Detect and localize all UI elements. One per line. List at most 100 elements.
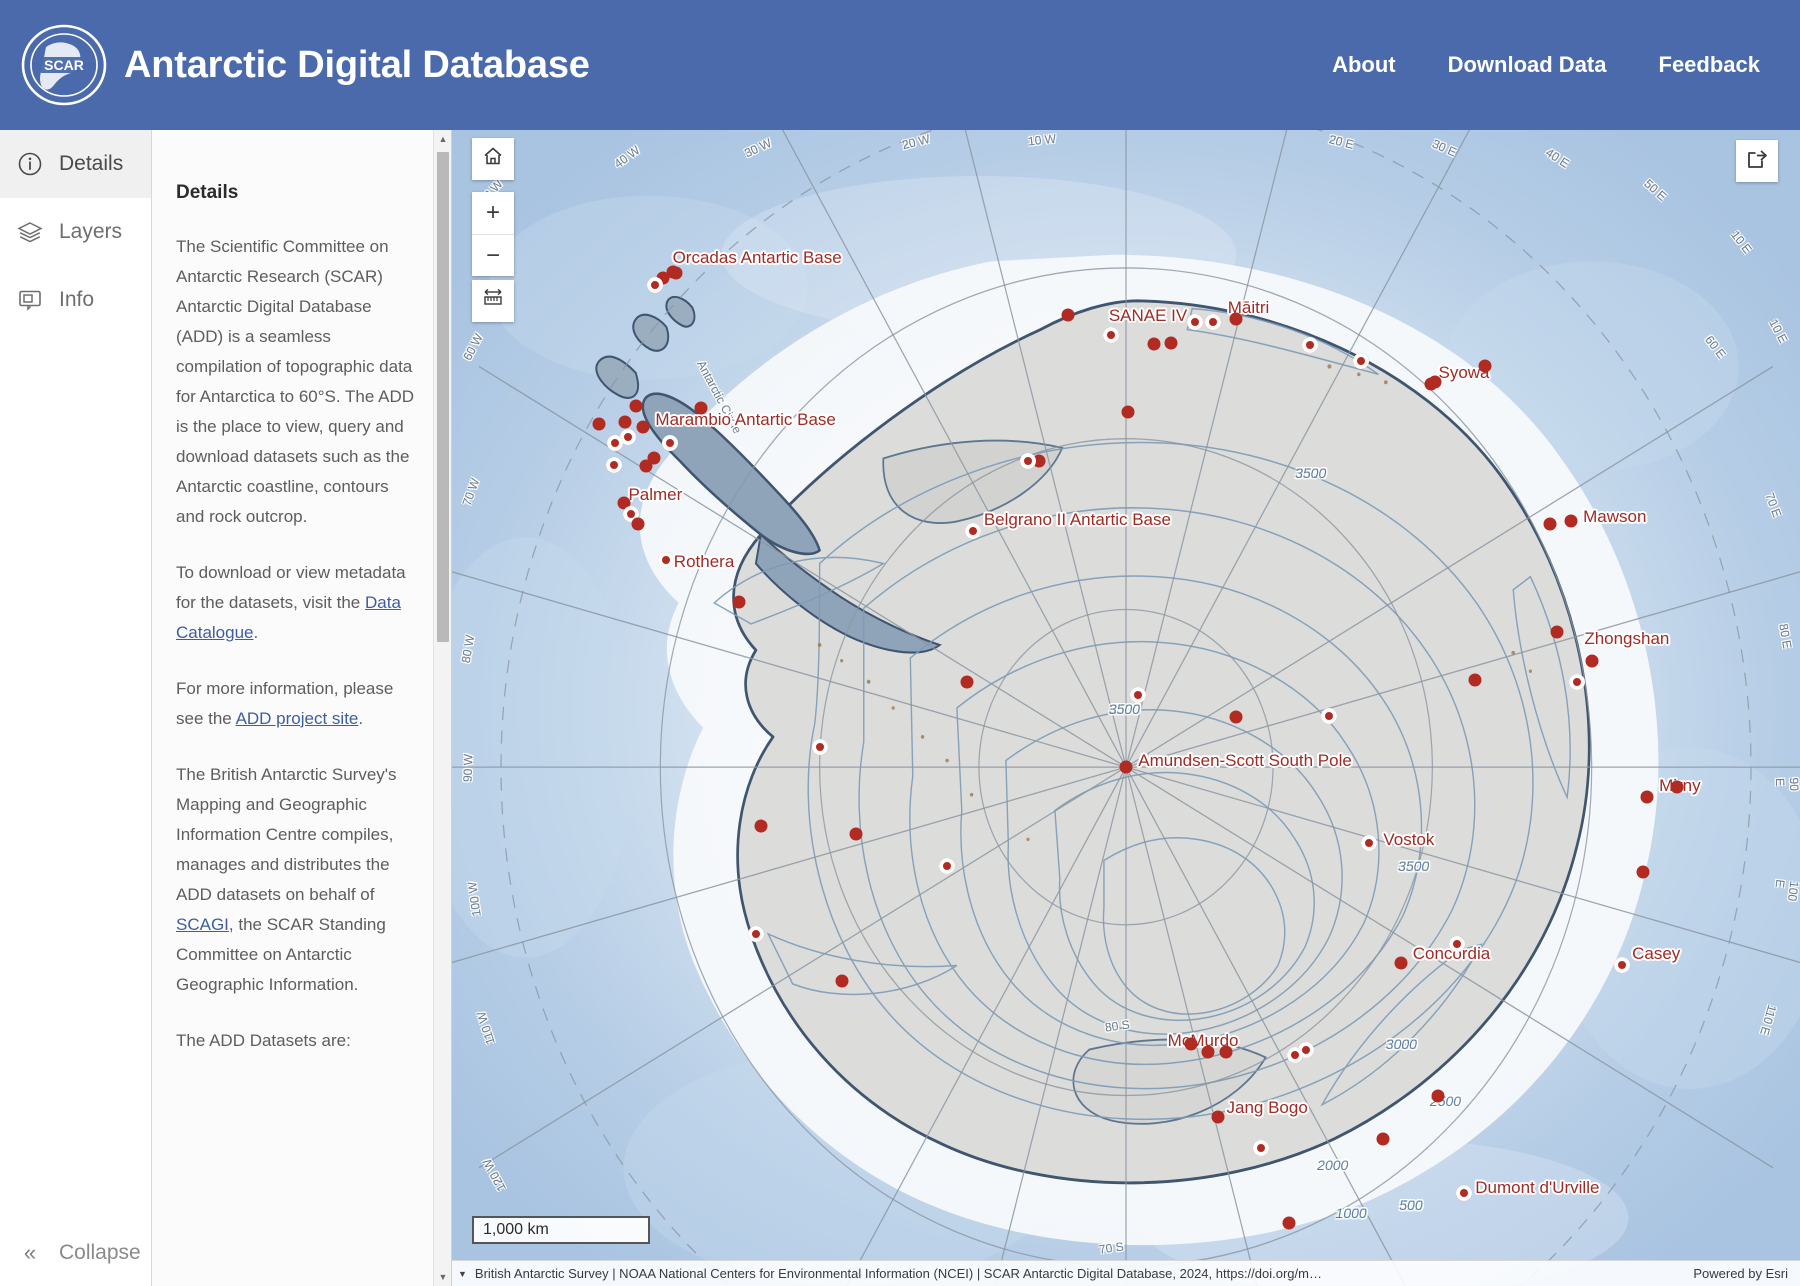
station-marker[interactable] xyxy=(747,925,764,942)
zoom-out-button[interactable]: − xyxy=(472,234,514,276)
station-marker[interactable] xyxy=(1287,1046,1304,1063)
sidebar-item-info-label: Info xyxy=(59,288,95,311)
station-marker[interactable] xyxy=(1061,308,1075,322)
share-button[interactable] xyxy=(1736,140,1778,182)
scroll-up-arrow-icon[interactable]: ▲ xyxy=(438,134,448,144)
station-marker[interactable] xyxy=(1205,313,1221,330)
station-marker[interactable] xyxy=(1614,957,1631,974)
scagi-link[interactable]: SCAGI xyxy=(176,915,229,934)
add-project-site-link[interactable]: ADD project site xyxy=(235,709,359,728)
sidebar-item-info[interactable]: Info xyxy=(0,266,151,334)
details-paragraph-1: The Scientific Committee on Antarctic Re… xyxy=(176,237,414,526)
scroll-down-arrow-icon[interactable]: ▼ xyxy=(438,1272,448,1282)
home-button[interactable] xyxy=(472,138,514,180)
measure-button[interactable] xyxy=(472,280,514,322)
station-marker[interactable] xyxy=(1119,760,1133,774)
station-marker[interactable] xyxy=(1032,454,1046,468)
nav-link-feedback[interactable]: Feedback xyxy=(1658,52,1761,77)
station-marker[interactable] xyxy=(636,420,650,434)
station-marker[interactable] xyxy=(1550,625,1564,639)
station-marker[interactable] xyxy=(1186,313,1203,330)
station-marker[interactable] xyxy=(1428,375,1442,389)
scrollbar-thumb[interactable] xyxy=(437,152,449,642)
station-marker[interactable] xyxy=(1431,1089,1445,1103)
station-marker[interactable] xyxy=(1585,654,1599,668)
sidebar-item-details[interactable]: Details xyxy=(0,130,151,198)
station-marker[interactable] xyxy=(1376,1132,1390,1146)
station-marker[interactable] xyxy=(1184,1037,1198,1051)
station-marker[interactable] xyxy=(1201,1045,1215,1059)
nav-link-download-data[interactable]: Download Data xyxy=(1447,52,1607,77)
station-marker[interactable] xyxy=(964,522,981,539)
map-measure-control[interactable] xyxy=(472,280,514,322)
station-marker[interactable] xyxy=(754,819,768,833)
map-scale-bar: 1,000 km xyxy=(472,1216,650,1244)
sidebar-item-layers[interactable]: Layers xyxy=(0,198,151,266)
station-marker[interactable] xyxy=(1130,686,1147,703)
station-marker[interactable] xyxy=(1640,790,1654,804)
station-marker[interactable] xyxy=(1360,835,1377,852)
station-marker[interactable] xyxy=(618,415,632,429)
station-marker[interactable] xyxy=(1103,326,1120,343)
station-marker[interactable] xyxy=(732,595,746,609)
station-marker[interactable] xyxy=(1568,673,1585,690)
station-marker[interactable] xyxy=(1282,1216,1296,1230)
station-marker[interactable] xyxy=(1211,1110,1225,1124)
home-button-box xyxy=(472,138,514,180)
station-marker[interactable] xyxy=(835,974,849,988)
sidebar-item-details-label: Details xyxy=(59,152,124,175)
station-marker[interactable] xyxy=(666,265,680,279)
station-marker[interactable] xyxy=(1164,336,1178,350)
zoom-in-button[interactable]: + xyxy=(485,199,500,226)
station-marker[interactable] xyxy=(606,434,623,451)
station-marker[interactable] xyxy=(620,429,637,446)
station-marker[interactable] xyxy=(1321,707,1338,724)
station-marker[interactable] xyxy=(1353,353,1370,370)
station-marker[interactable] xyxy=(1147,337,1161,351)
map-home-control[interactable] xyxy=(472,138,514,180)
map-zoom-controls[interactable]: + − xyxy=(472,192,514,276)
station-marker[interactable] xyxy=(1301,337,1318,354)
sidebar-item-layers-label: Layers xyxy=(59,220,123,243)
station-marker[interactable] xyxy=(1229,312,1243,326)
station-marker[interactable] xyxy=(647,277,664,293)
details-p4-suffix: , the SCAR Standing Committee on Antarct… xyxy=(176,915,386,994)
station-marker[interactable] xyxy=(1564,514,1578,528)
station-marker[interactable] xyxy=(811,739,828,756)
details-panel-scrollbar[interactable]: ▲ ▼ xyxy=(433,130,451,1286)
chevron-double-left-icon: « xyxy=(23,1240,37,1265)
station-marker[interactable] xyxy=(629,399,643,413)
station-marker[interactable] xyxy=(1121,405,1135,419)
station-marker[interactable] xyxy=(960,675,974,689)
nav-link-about[interactable]: About xyxy=(1332,52,1396,77)
station-marker[interactable] xyxy=(1478,359,1492,373)
station-marker[interactable] xyxy=(658,551,675,568)
station-marker[interactable] xyxy=(1219,1045,1233,1059)
station-marker[interactable] xyxy=(849,827,863,841)
collapse-button[interactable]: « Collapse xyxy=(0,1220,151,1286)
station-marker[interactable] xyxy=(1456,1184,1473,1201)
station-marker[interactable] xyxy=(1252,1140,1269,1157)
map-canvas[interactable]: 50 W40 W30 W20 W10 W20 E30 E40 E50 E10 E… xyxy=(452,130,1800,1286)
station-marker[interactable] xyxy=(939,857,956,874)
station-marker[interactable] xyxy=(662,434,679,451)
station-marker[interactable] xyxy=(1468,673,1482,687)
details-panel-content: Details The Scientific Committee on Anta… xyxy=(152,130,451,1102)
station-marker[interactable] xyxy=(1543,517,1557,531)
map-attribution-bar: ▼ British Antarctic Survey | NOAA Nation… xyxy=(452,1260,1800,1286)
details-p3-suffix: . xyxy=(358,709,364,728)
station-marker[interactable] xyxy=(1636,865,1650,879)
station-marker[interactable] xyxy=(592,417,606,431)
station-marker[interactable] xyxy=(1019,453,1036,470)
station-marker[interactable] xyxy=(694,401,708,415)
attribution-expand-icon[interactable]: ▼ xyxy=(458,1268,467,1279)
station-marker[interactable] xyxy=(605,456,622,473)
data-catalogue-link[interactable]: Data Catalogue xyxy=(176,593,401,642)
station-marker[interactable] xyxy=(1394,956,1407,970)
station-marker[interactable] xyxy=(1229,710,1243,724)
station-marker[interactable] xyxy=(647,451,661,465)
station-marker[interactable] xyxy=(1670,780,1684,794)
station-marker[interactable] xyxy=(1448,936,1465,953)
station-marker[interactable] xyxy=(631,517,645,531)
map-view[interactable]: 50 W40 W30 W20 W10 W20 E30 E40 E50 E10 E… xyxy=(452,130,1800,1286)
